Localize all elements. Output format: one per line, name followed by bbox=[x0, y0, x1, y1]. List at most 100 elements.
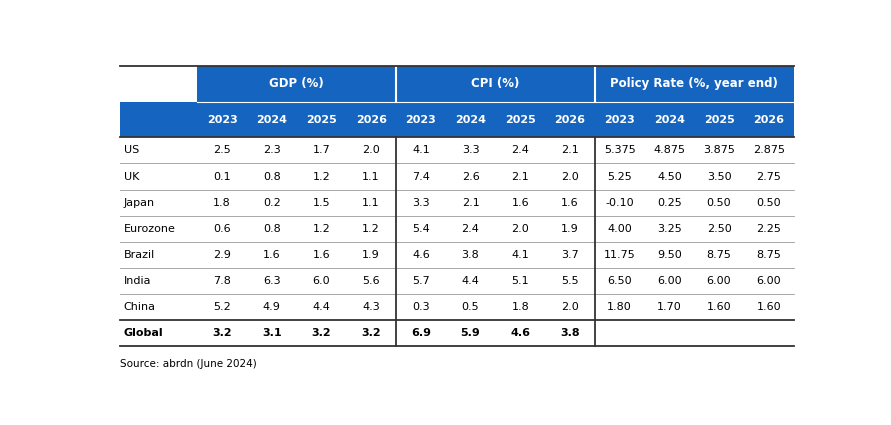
Text: Japan: Japan bbox=[124, 198, 155, 207]
Text: 5.7: 5.7 bbox=[412, 275, 429, 286]
Text: US: US bbox=[124, 145, 139, 156]
Text: Brazil: Brazil bbox=[124, 249, 155, 260]
Text: CPI (%): CPI (%) bbox=[471, 77, 519, 91]
Text: 1.2: 1.2 bbox=[313, 172, 331, 181]
Text: 3.8: 3.8 bbox=[462, 249, 479, 260]
Text: 4.4: 4.4 bbox=[313, 301, 331, 312]
Text: 1.6: 1.6 bbox=[511, 198, 529, 207]
Text: 2023: 2023 bbox=[405, 115, 437, 125]
Text: 5.6: 5.6 bbox=[363, 275, 380, 286]
Text: 2.50: 2.50 bbox=[707, 224, 732, 233]
Text: 1.60: 1.60 bbox=[707, 301, 732, 312]
Text: 2026: 2026 bbox=[554, 115, 585, 125]
Text: 3.875: 3.875 bbox=[703, 145, 735, 156]
Text: 2.0: 2.0 bbox=[561, 301, 579, 312]
Text: 3.25: 3.25 bbox=[657, 224, 682, 233]
Text: 4.6: 4.6 bbox=[412, 249, 429, 260]
Text: 2023: 2023 bbox=[207, 115, 237, 125]
Text: 4.3: 4.3 bbox=[363, 301, 380, 312]
Text: 2.6: 2.6 bbox=[462, 172, 479, 181]
Text: Global: Global bbox=[124, 328, 163, 337]
Text: 4.1: 4.1 bbox=[412, 145, 429, 156]
Text: 3.7: 3.7 bbox=[561, 249, 579, 260]
Text: 6.00: 6.00 bbox=[707, 275, 732, 286]
Text: 4.4: 4.4 bbox=[462, 275, 479, 286]
Text: 5.9: 5.9 bbox=[461, 328, 480, 337]
Text: 2.4: 2.4 bbox=[462, 224, 479, 233]
Text: 0.8: 0.8 bbox=[263, 172, 281, 181]
Text: 2.3: 2.3 bbox=[263, 145, 281, 156]
Text: 2.25: 2.25 bbox=[756, 224, 781, 233]
Text: 4.9: 4.9 bbox=[263, 301, 281, 312]
Text: 3.2: 3.2 bbox=[312, 328, 331, 337]
Text: 2025: 2025 bbox=[505, 115, 535, 125]
Text: 0.50: 0.50 bbox=[756, 198, 781, 207]
Bar bbox=[396, 66, 595, 102]
Bar bbox=[197, 66, 396, 102]
Text: Source: abrdn (June 2024): Source: abrdn (June 2024) bbox=[119, 359, 257, 368]
Text: 3.3: 3.3 bbox=[412, 198, 429, 207]
Text: 3.3: 3.3 bbox=[462, 145, 479, 156]
Text: 11.75: 11.75 bbox=[604, 249, 635, 260]
Text: 6.00: 6.00 bbox=[756, 275, 781, 286]
Text: 1.6: 1.6 bbox=[561, 198, 579, 207]
Text: 1.1: 1.1 bbox=[363, 172, 380, 181]
Text: 2.1: 2.1 bbox=[511, 172, 529, 181]
Text: 1.9: 1.9 bbox=[561, 224, 579, 233]
Text: 0.50: 0.50 bbox=[707, 198, 732, 207]
Text: 3.8: 3.8 bbox=[560, 328, 580, 337]
Text: 2.0: 2.0 bbox=[561, 172, 579, 181]
Text: 1.6: 1.6 bbox=[313, 249, 331, 260]
Text: -0.10: -0.10 bbox=[605, 198, 634, 207]
Text: 2024: 2024 bbox=[257, 115, 287, 125]
Text: 0.1: 0.1 bbox=[213, 172, 231, 181]
Bar bbox=[119, 102, 794, 138]
Text: 1.8: 1.8 bbox=[511, 301, 529, 312]
Text: 6.50: 6.50 bbox=[608, 275, 632, 286]
Text: 2026: 2026 bbox=[753, 115, 784, 125]
Text: 4.6: 4.6 bbox=[511, 328, 530, 337]
Text: 0.3: 0.3 bbox=[412, 301, 429, 312]
Text: 4.875: 4.875 bbox=[653, 145, 685, 156]
Text: 5.5: 5.5 bbox=[561, 275, 579, 286]
Text: 1.1: 1.1 bbox=[363, 198, 380, 207]
Text: 6.9: 6.9 bbox=[411, 328, 431, 337]
Text: 0.2: 0.2 bbox=[263, 198, 281, 207]
Text: 2.4: 2.4 bbox=[511, 145, 529, 156]
Text: 2024: 2024 bbox=[654, 115, 685, 125]
Text: Policy Rate (%, year end): Policy Rate (%, year end) bbox=[610, 77, 778, 91]
Text: 2.1: 2.1 bbox=[561, 145, 579, 156]
Text: 5.1: 5.1 bbox=[511, 275, 529, 286]
Text: Eurozone: Eurozone bbox=[124, 224, 176, 233]
Text: India: India bbox=[124, 275, 151, 286]
Text: 2.5: 2.5 bbox=[213, 145, 231, 156]
Text: 6.00: 6.00 bbox=[657, 275, 682, 286]
Text: 2025: 2025 bbox=[306, 115, 337, 125]
Text: 3.1: 3.1 bbox=[262, 328, 282, 337]
Text: 3.2: 3.2 bbox=[362, 328, 381, 337]
Text: 2026: 2026 bbox=[356, 115, 387, 125]
Text: 5.2: 5.2 bbox=[213, 301, 231, 312]
Text: 6.3: 6.3 bbox=[263, 275, 281, 286]
Text: 2.75: 2.75 bbox=[756, 172, 781, 181]
Text: 1.6: 1.6 bbox=[263, 249, 281, 260]
Bar bbox=[595, 66, 794, 102]
Text: 7.4: 7.4 bbox=[412, 172, 429, 181]
Text: 2.875: 2.875 bbox=[753, 145, 785, 156]
Text: China: China bbox=[124, 301, 156, 312]
Text: 4.1: 4.1 bbox=[511, 249, 529, 260]
Text: 7.8: 7.8 bbox=[213, 275, 231, 286]
Text: 0.6: 0.6 bbox=[213, 224, 231, 233]
Text: 1.7: 1.7 bbox=[313, 145, 331, 156]
Text: 1.9: 1.9 bbox=[363, 249, 380, 260]
Text: 5.375: 5.375 bbox=[604, 145, 635, 156]
Text: 5.25: 5.25 bbox=[608, 172, 632, 181]
Text: 0.5: 0.5 bbox=[462, 301, 479, 312]
Text: GDP (%): GDP (%) bbox=[269, 77, 324, 91]
Text: 6.0: 6.0 bbox=[313, 275, 331, 286]
Text: 1.2: 1.2 bbox=[363, 224, 380, 233]
Text: 0.25: 0.25 bbox=[657, 198, 682, 207]
Text: 8.75: 8.75 bbox=[756, 249, 781, 260]
Text: 2.9: 2.9 bbox=[213, 249, 231, 260]
Text: 2.1: 2.1 bbox=[462, 198, 479, 207]
